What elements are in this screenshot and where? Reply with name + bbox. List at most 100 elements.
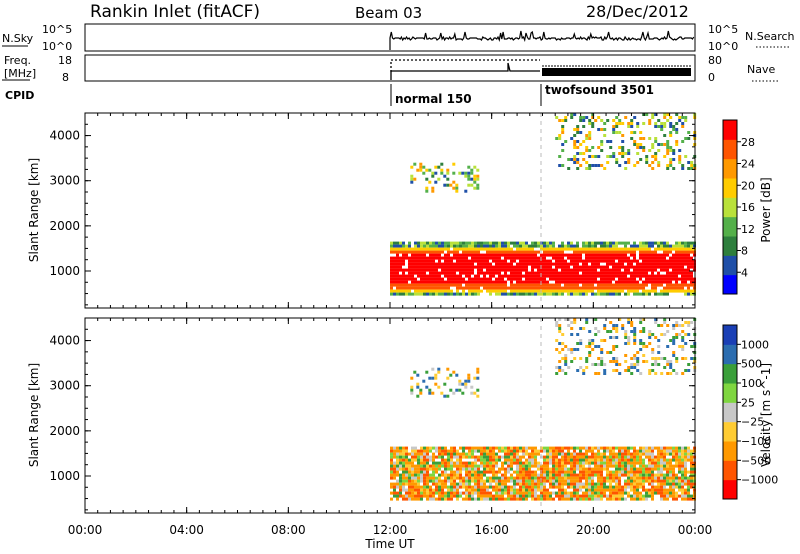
data-cell [396,455,399,459]
data-cell [576,467,579,471]
data-cell [432,479,435,483]
data-cell [423,259,426,263]
data-cell [489,283,492,287]
data-cell [461,382,465,386]
data-cell [402,283,405,287]
data-cell [669,289,672,293]
data-cell [675,256,678,260]
data-cell [453,256,456,260]
data-cell [432,256,435,260]
data-cell [639,271,642,275]
data-cell [615,476,618,480]
data-cell [441,250,444,254]
data-cell [476,367,480,371]
data-cell [624,283,627,287]
data-cell [573,247,576,251]
data-cell [531,277,534,281]
freq-tick-top: 18 [58,54,72,67]
data-cell [423,286,426,290]
data-cell [627,318,631,321]
data-cell [669,464,672,468]
data-cell [645,265,648,269]
data-cell [576,289,579,293]
data-cell [576,348,580,351]
data-cell [627,336,631,339]
data-cell [612,488,615,492]
data-cell [543,485,546,489]
data-cell [414,467,417,471]
data-cell [591,164,595,167]
data-cell [672,244,675,248]
data-cell [660,455,663,459]
freq-label: Freq. [4,54,31,67]
data-cell [678,155,682,158]
data-cell [594,372,598,375]
data-cell [663,241,666,245]
data-cell [459,259,462,263]
data-cell [420,491,423,495]
data-cell [621,458,624,462]
data-cell [420,485,423,489]
data-cell [476,177,480,181]
data-cell [657,292,660,296]
data-cell [594,494,597,498]
data-cell [429,277,432,281]
colorbar-tick-label: 25 [741,396,755,409]
data-cell [681,464,684,468]
data-cell [555,467,558,471]
data-cell [396,286,399,290]
data-cell [651,476,654,480]
data-cell [402,268,405,272]
data-cell [426,488,429,492]
data-cell [444,446,447,450]
data-cell [438,452,441,456]
data-cell [687,268,690,272]
data-cell [660,485,663,489]
data-cell [573,283,576,287]
data-cell [444,461,447,465]
data-cell [464,379,468,383]
data-cell [399,476,402,480]
data-cell [564,494,567,498]
data-cell [393,259,396,263]
data-cell [546,265,549,269]
data-cell [666,446,669,450]
data-cell [477,446,480,450]
data-cell [540,268,543,272]
data-cell [483,283,486,287]
data-cell [612,292,615,296]
data-cell [429,289,432,293]
data-cell [684,461,687,465]
data-cell [473,186,477,190]
data-cell [441,247,444,251]
data-cell [639,467,642,471]
data-cell [597,259,600,263]
data-cell [450,497,453,501]
data-cell [579,292,582,296]
data-cell [669,494,672,498]
data-cell [483,241,486,245]
data-cell [411,479,414,483]
data-cell [603,461,606,465]
data-cell [636,494,639,498]
data-cell [426,461,429,465]
data-cell [423,265,426,269]
data-cell [486,494,489,498]
data-cell [624,369,628,372]
data-cell [471,247,474,251]
data-cell [525,494,528,498]
data-cell [414,247,417,251]
data-cell [426,286,429,290]
x-tick-label: 00:00 [68,523,103,537]
data-cell [603,455,606,459]
data-cell [579,119,583,122]
nsearch-tick-top: 10^5 [708,23,738,36]
data-cell [414,250,417,254]
data-cell [624,479,627,483]
data-cell [465,461,468,465]
data-cell [435,241,438,245]
data-cell [525,479,528,483]
data-cell [579,488,582,492]
data-cell [411,292,414,296]
data-cell [600,247,603,251]
